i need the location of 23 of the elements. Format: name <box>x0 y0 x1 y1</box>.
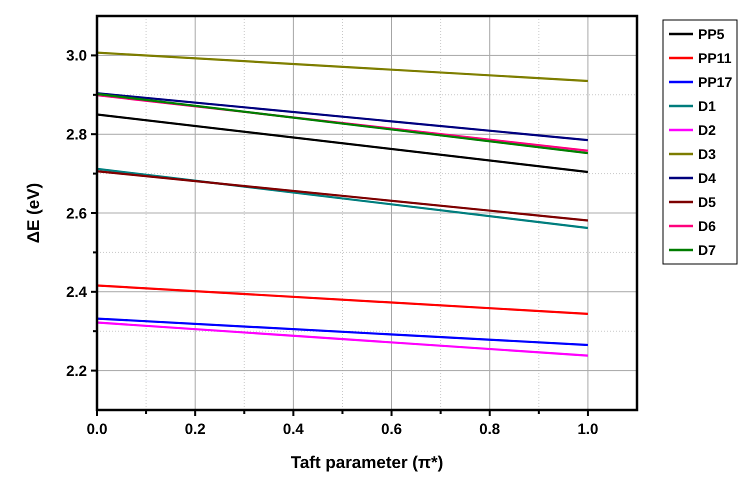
x-tick-label: 0.8 <box>479 421 500 438</box>
legend-label: D7 <box>698 242 716 258</box>
legend-label: D3 <box>698 146 716 162</box>
legend-label: PP5 <box>698 26 725 42</box>
x-axis-title: Taft parameter (π*) <box>290 453 444 472</box>
x-tick-label: 0.2 <box>184 421 206 438</box>
x-tick-label: 0.4 <box>282 421 304 438</box>
legend-label: PP17 <box>698 74 732 90</box>
y-tick-label: 3.0 <box>66 48 87 65</box>
y-tick-label: 2.4 <box>66 284 88 302</box>
x-tick-label: 0.6 <box>381 421 402 438</box>
legend-label: D5 <box>698 194 716 210</box>
y-axis-title: ΔE (eV) <box>24 182 43 244</box>
legend-label: PP11 <box>698 50 732 66</box>
x-tick-label: 0.0 <box>86 421 108 438</box>
y-tick-label: 2.8 <box>66 126 87 144</box>
y-tick-label: 2.6 <box>66 205 87 222</box>
legend-label: D1 <box>698 98 716 114</box>
legend-label: D6 <box>698 218 716 234</box>
legend-label: D4 <box>698 170 716 186</box>
legend-label: D2 <box>698 122 716 138</box>
y-tick-label: 2.2 <box>66 362 87 380</box>
x-tick-label: 1.0 <box>577 421 598 438</box>
